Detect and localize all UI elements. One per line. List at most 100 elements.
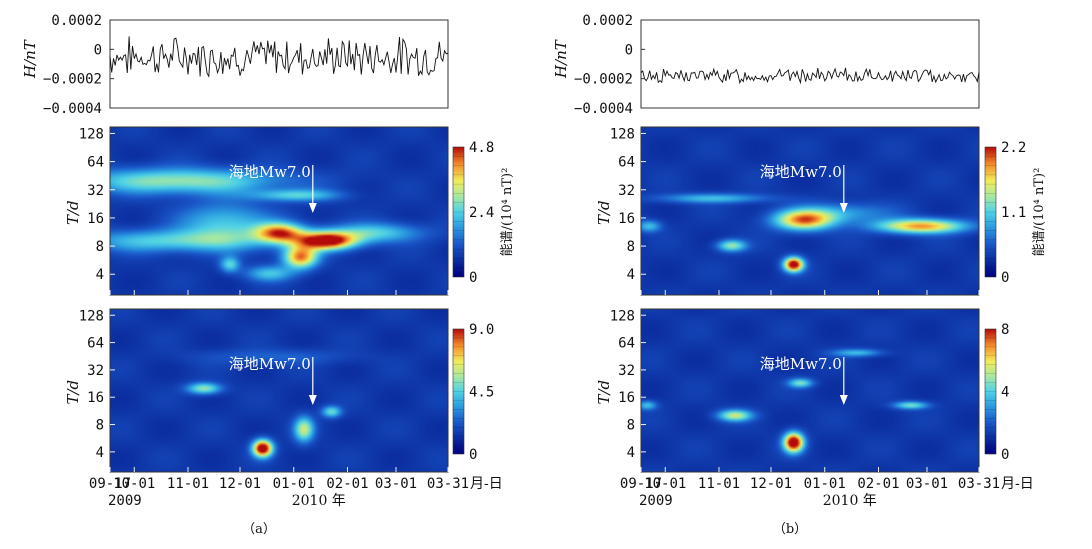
x-tick-label: 12-01 [750, 476, 792, 492]
x-tick-label: 09-17 [620, 476, 662, 492]
spectrogram-ytick-label: 128 [610, 308, 635, 324]
signal-line [640, 67, 980, 85]
spectrogram-ylabel: T/d [64, 380, 82, 405]
x-unit-label: 月-日 [470, 476, 503, 492]
spectrogram-1: 128 64 32 16 8 4 T/d 海地Mw7.0 4.8 2.4 0 能谱/(10⁴ nT)² [64, 126, 515, 296]
colorbar-tick-label: 4 [1001, 385, 1009, 401]
signal-plot: 0.0002 0 −0.0002 −0.0004 H/nT [21, 13, 449, 117]
year-2009-label: 2009 [108, 493, 142, 509]
spectrogram-ytick-label: 4 [96, 445, 104, 461]
earthquake-annotation: 海地Mw7.0 [760, 355, 842, 373]
signal-ytick-label: −0.0004 [43, 101, 102, 117]
x-tick-label: 10-01 [113, 476, 155, 492]
signal-frame [640, 19, 980, 109]
panel-b: 0.0002 0 −0.0002 −0.0004 H/nT 128 64 32 16 8 4 T/d 海… [552, 13, 1047, 537]
earthquake-arrow-head [308, 203, 317, 213]
spectrogram-heatmap [641, 127, 979, 295]
colorbar-tick-label: 1.1 [1001, 205, 1026, 221]
earthquake-annotation: 海地Mw7.0 [229, 163, 311, 181]
spectrogram-ytick-label: 8 [96, 418, 104, 434]
earthquake-arrow-head [839, 203, 848, 213]
spectrogram-2: 128 64 32 16 8 4 T/d 海地Mw7.0 8 4 0 [595, 308, 1009, 473]
spectrogram-frame [640, 308, 980, 473]
x-tick-label: 09-17 [89, 476, 131, 492]
colorbar-tick-label: 9.0 [469, 322, 494, 338]
colorbar [452, 328, 465, 455]
signal-ytick-label: −0.0002 [574, 72, 633, 88]
spectrogram-ytick-label: 16 [618, 211, 635, 227]
spectrogram-2: 128 64 32 16 8 4 T/d 海地Mw7.0 9.0 4.5 0 [64, 308, 494, 473]
year-2009-label: 2009 [639, 493, 673, 509]
signal-ylabel: H/nT [552, 39, 570, 79]
x-tick-label: 01-01 [273, 476, 315, 492]
spectrogram-ytick-label: 32 [618, 363, 635, 379]
signal-ytick-label: −0.0002 [43, 72, 102, 88]
spectrogram-ytick-label: 8 [96, 239, 104, 255]
spectrogram-ytick-label: 32 [87, 183, 104, 199]
signal-ytick-label: −0.0004 [574, 101, 633, 117]
panel-caption: （b） [773, 522, 807, 537]
earthquake-annotation: 海地Mw7.0 [229, 355, 311, 373]
colorbar-tick-label: 4.8 [469, 140, 494, 156]
colorbar [984, 328, 997, 455]
spectrogram-ytick-label: 64 [87, 336, 104, 352]
signal-frame [109, 19, 449, 109]
signal-line [109, 36, 449, 78]
x-tick-label: 02-01 [326, 476, 368, 492]
signal-ytick-label: 0.0002 [582, 13, 633, 29]
year-2010-label: 2010 年 [823, 493, 877, 509]
signal-ytick-label: 0.0002 [51, 13, 102, 29]
colorbar-tick-label: 0 [469, 447, 477, 463]
spectrogram-ytick-label: 32 [618, 183, 635, 199]
signal-ylabel: H/nT [21, 39, 39, 79]
spectrogram-heatmap [110, 309, 448, 472]
spectrogram-frame [109, 308, 449, 473]
spectrogram-ytick-label: 64 [618, 155, 635, 171]
colorbar-tick-label: 2.4 [469, 205, 494, 221]
spectrogram-ytick-label: 16 [87, 211, 104, 227]
spectrogram-heatmap [641, 309, 979, 472]
x-tick-label: 03-01 [375, 476, 417, 492]
colorbar-label: 能谱/(10⁴ nT)² [500, 168, 515, 257]
year-2010-label: 2010 年 [292, 493, 346, 509]
spectrogram-frame [640, 126, 980, 296]
x-tick-label: 11-01 [167, 476, 209, 492]
spectrogram-ytick-label: 64 [87, 155, 104, 171]
signal-plot: 0.0002 0 −0.0002 −0.0004 H/nT [552, 13, 980, 117]
spectrogram-ytick-label: 8 [627, 418, 635, 434]
x-tick-label: 03-01 [906, 476, 948, 492]
spectrogram-ytick-label: 4 [627, 445, 635, 461]
signal-ytick-label: 0 [94, 42, 102, 58]
spectrogram-ytick-label: 128 [79, 308, 104, 324]
colorbar-tick-label: 2.2 [1001, 140, 1026, 156]
signal-ytick-label: 0 [625, 42, 633, 58]
x-tick-label: 03-31 [958, 476, 1000, 492]
spectrogram-ytick-label: 16 [87, 390, 104, 406]
spectrogram-ytick-label: 4 [96, 267, 104, 283]
colorbar-tick-label: 4.5 [469, 385, 494, 401]
x-tick-label: 03-31 [427, 476, 469, 492]
x-tick-label: 12-01 [219, 476, 261, 492]
x-tick-label: 11-01 [698, 476, 740, 492]
colorbar-tick-label: 8 [1001, 322, 1009, 338]
colorbar-tick-label: 0 [469, 270, 477, 286]
earthquake-arrow-head [308, 395, 317, 405]
colorbar-tick-label: 0 [1001, 270, 1009, 286]
spectrogram-1: 128 64 32 16 8 4 T/d 海地Mw7.0 2.2 1.1 0 能谱/(10⁴ nT)² [595, 126, 1047, 296]
spectrogram-frame [109, 126, 449, 296]
spectrogram-ytick-label: 64 [618, 336, 635, 352]
x-tick-label: 10-01 [644, 476, 686, 492]
x-unit-label: 月-日 [1001, 476, 1034, 492]
panel-caption: （a） [242, 522, 276, 537]
panel-a: 0.0002 0 −0.0002 −0.0004 H/nT 128 64 32 16 8 4 T/d 海… [21, 13, 515, 537]
spectrogram-ytick-label: 128 [610, 126, 635, 142]
spectrogram-ylabel: T/d [64, 200, 82, 225]
x-tick-label: 01-01 [804, 476, 846, 492]
spectrogram-ytick-label: 128 [79, 126, 104, 142]
spectrogram-heatmap [110, 127, 448, 295]
x-tick-label: 02-01 [857, 476, 899, 492]
spectrogram-ytick-label: 8 [627, 239, 635, 255]
